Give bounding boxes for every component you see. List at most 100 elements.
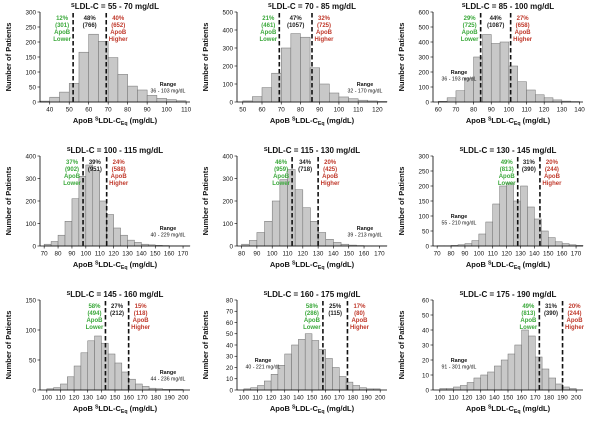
x-tick-label: 70 <box>452 107 460 114</box>
y-tick-label: 50 <box>226 331 234 338</box>
x-label-part: LDL-C <box>98 404 121 413</box>
lower-label: Lower <box>461 37 479 43</box>
x-label-unit: (mg/dL) <box>128 404 158 413</box>
y-tick-label: 400 <box>222 27 233 34</box>
x-label-part: ApoB <box>466 116 488 125</box>
histogram-bar <box>520 185 528 247</box>
histogram-bar <box>339 376 347 391</box>
histogram-bar <box>332 367 340 391</box>
lower-pct: 21% <box>262 16 275 22</box>
y-tick-label: 0 <box>425 99 429 106</box>
x-label-part: LDL-C <box>491 116 514 125</box>
x-label-part: ApoB <box>466 260 488 269</box>
x-label-subscript: Eq <box>121 265 128 271</box>
x-tick-label: 200 <box>571 395 582 402</box>
histogram-bar <box>492 203 500 247</box>
y-tick-label: 150 <box>25 297 36 304</box>
range-value: 36 - 193 mg/dL <box>442 77 477 83</box>
histogram-bar <box>49 96 60 103</box>
title-superscript: S <box>67 291 71 297</box>
x-tick-label: 100 <box>334 107 345 114</box>
x-tick-label: 100 <box>267 251 278 258</box>
lower-pct: 58% <box>88 304 101 310</box>
histogram-bar <box>562 386 570 391</box>
x-axis-label: ApoB SLDL-CEq (mg/dL) <box>466 404 551 415</box>
higher-label: Higher <box>109 181 129 187</box>
x-tick-label: 70 <box>105 107 113 114</box>
histogram-bar <box>317 232 327 247</box>
x-label-superscript: S <box>488 261 492 267</box>
x-tick-label: 90 <box>488 107 496 114</box>
x-axis-label: ApoB SLDL-CEq (mg/dL) <box>466 116 551 127</box>
x-label-part: ApoB <box>73 260 95 269</box>
x-axis-label: ApoB SLDL-CEq (mg/dL) <box>73 404 158 415</box>
range-label: Range <box>160 370 176 376</box>
histogram-bar <box>494 365 502 391</box>
x-tick-label: 130 <box>557 107 568 114</box>
x-label-unit: (mg/dL) <box>521 260 551 269</box>
x-tick-label: 190 <box>164 395 175 402</box>
range-value: 91 - 301 mg/dL <box>442 365 477 371</box>
lower-label: ApoB <box>86 318 103 324</box>
x-tick-label: 110 <box>353 107 364 114</box>
y-tick-label: 300 <box>418 54 429 61</box>
x-label-superscript: S <box>95 405 99 411</box>
lower-label: Lower <box>86 325 104 331</box>
histogram-bar <box>325 358 333 391</box>
x-label-subscript: Eq <box>514 409 521 415</box>
higher-label: ApoB <box>567 318 584 324</box>
range-value: 55 - 210 mg/dL <box>442 221 477 227</box>
histogram-bar <box>506 182 514 247</box>
x-tick-label: 110 <box>282 251 293 258</box>
middle-count: (1057) <box>287 23 304 29</box>
x-label-part: LDL-C <box>295 404 318 413</box>
x-tick-label: 150 <box>307 395 318 402</box>
x-tick-label: 140 <box>489 395 500 402</box>
histogram-bar <box>107 57 119 103</box>
panel-title: SLDL-C = 160 - 175 mg/dL <box>264 290 361 299</box>
histogram-bar <box>128 378 136 391</box>
x-tick-label: 60 <box>435 107 443 114</box>
y-axis-label: Number of Patients <box>397 311 406 380</box>
x-label-part: LDL-C <box>295 260 318 269</box>
x-tick-label: 110 <box>95 251 106 258</box>
histogram-bar <box>284 353 292 391</box>
x-label-part: ApoB <box>466 404 488 413</box>
x-label-superscript: S <box>292 117 296 123</box>
lower-label: Lower <box>272 181 290 187</box>
histogram-bar <box>113 227 121 247</box>
y-tick-label: 0 <box>425 387 429 394</box>
x-tick-label: 50 <box>239 107 247 114</box>
histogram-bar <box>482 34 492 103</box>
y-axis-label: Number of Patients <box>4 311 13 380</box>
higher-pct: 15% <box>135 304 148 310</box>
y-tick-label: 10 <box>422 372 430 379</box>
panel-title: SLDL-C = 100 - 115 mg/dL <box>67 146 163 155</box>
histogram-bar <box>121 371 129 391</box>
x-label-superscript: S <box>488 405 492 411</box>
higher-pct: 27% <box>517 16 530 22</box>
middle-count: (390) <box>522 167 536 173</box>
x-tick-label: 150 <box>150 251 161 258</box>
y-tick-label: 600 <box>418 9 429 16</box>
title-superscript: S <box>67 147 71 153</box>
higher-pct: 17% <box>353 304 366 310</box>
lower-label: ApoB <box>304 318 321 324</box>
x-tick-label: 90 <box>253 251 261 258</box>
higher-count: (80) <box>354 311 365 317</box>
histogram-bar <box>311 340 320 391</box>
x-tick-label: 170 <box>571 251 582 258</box>
y-tick-label: 100 <box>418 213 429 220</box>
histogram-bar <box>535 94 545 103</box>
y-axis-label: Number of Patients <box>397 23 406 92</box>
histogram-bar <box>280 47 292 103</box>
x-tick-label: 120 <box>298 251 309 258</box>
x-tick-label: 100 <box>239 395 250 402</box>
middle-count: (115) <box>328 311 342 317</box>
range-label: Range <box>255 358 271 364</box>
x-tick-label: 190 <box>361 395 372 402</box>
range-label: Range <box>357 82 373 88</box>
histogram-bar <box>460 385 468 391</box>
